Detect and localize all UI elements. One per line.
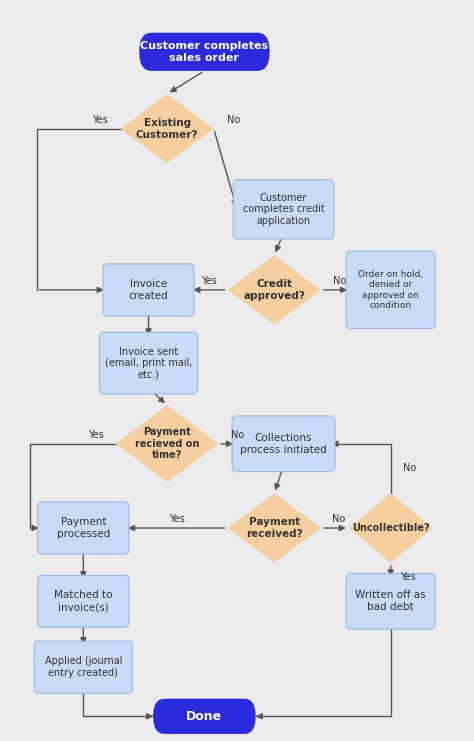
Text: No: No [231,430,245,440]
FancyBboxPatch shape [103,264,194,316]
Polygon shape [228,494,321,563]
Text: Yes: Yes [169,514,184,524]
Text: Yes: Yes [89,430,104,440]
Polygon shape [116,405,219,482]
Text: Applied (journal
entry created): Applied (journal entry created) [45,657,122,678]
Text: Payment
processed: Payment processed [57,517,110,539]
Text: No: No [333,276,346,286]
Text: Invoice sent
(email, print mail,
etc.): Invoice sent (email, print mail, etc.) [105,347,192,380]
Text: No: No [403,463,416,473]
Text: Existing
Customer?: Existing Customer? [136,118,199,139]
Text: Done: Done [186,710,222,722]
FancyBboxPatch shape [100,333,198,394]
FancyBboxPatch shape [232,416,335,471]
Text: Order on hold,
denied or
approved on
condition: Order on hold, denied or approved on con… [358,270,423,310]
FancyBboxPatch shape [34,641,132,694]
FancyBboxPatch shape [346,251,435,329]
FancyBboxPatch shape [38,575,129,628]
Polygon shape [120,94,214,164]
Text: Matched to
invoice(s): Matched to invoice(s) [54,591,113,612]
FancyBboxPatch shape [233,179,334,239]
FancyBboxPatch shape [139,33,270,71]
Text: Yes: Yes [401,573,416,582]
Text: No: No [227,115,240,125]
Text: Payment
recieved on
time?: Payment recieved on time? [135,427,200,460]
Text: Credit
approved?: Credit approved? [243,279,305,301]
Text: Customer
completes credit
application: Customer completes credit application [243,193,324,226]
Text: Payment
received?: Payment received? [246,517,302,539]
Text: Yes: Yes [201,276,217,286]
Text: Uncollectible?: Uncollectible? [352,523,429,533]
FancyBboxPatch shape [346,574,435,629]
Text: No: No [332,514,345,524]
Text: Collections
process initiated: Collections process initiated [240,433,327,454]
Polygon shape [228,255,321,325]
FancyBboxPatch shape [38,502,129,554]
Polygon shape [349,494,433,563]
Text: Yes: Yes [92,115,108,125]
Text: Written off as
bad debt: Written off as bad debt [356,591,426,612]
Text: Customer completes
sales order: Customer completes sales order [140,41,268,62]
FancyBboxPatch shape [153,699,255,734]
Text: Invoice
created: Invoice created [128,279,168,301]
